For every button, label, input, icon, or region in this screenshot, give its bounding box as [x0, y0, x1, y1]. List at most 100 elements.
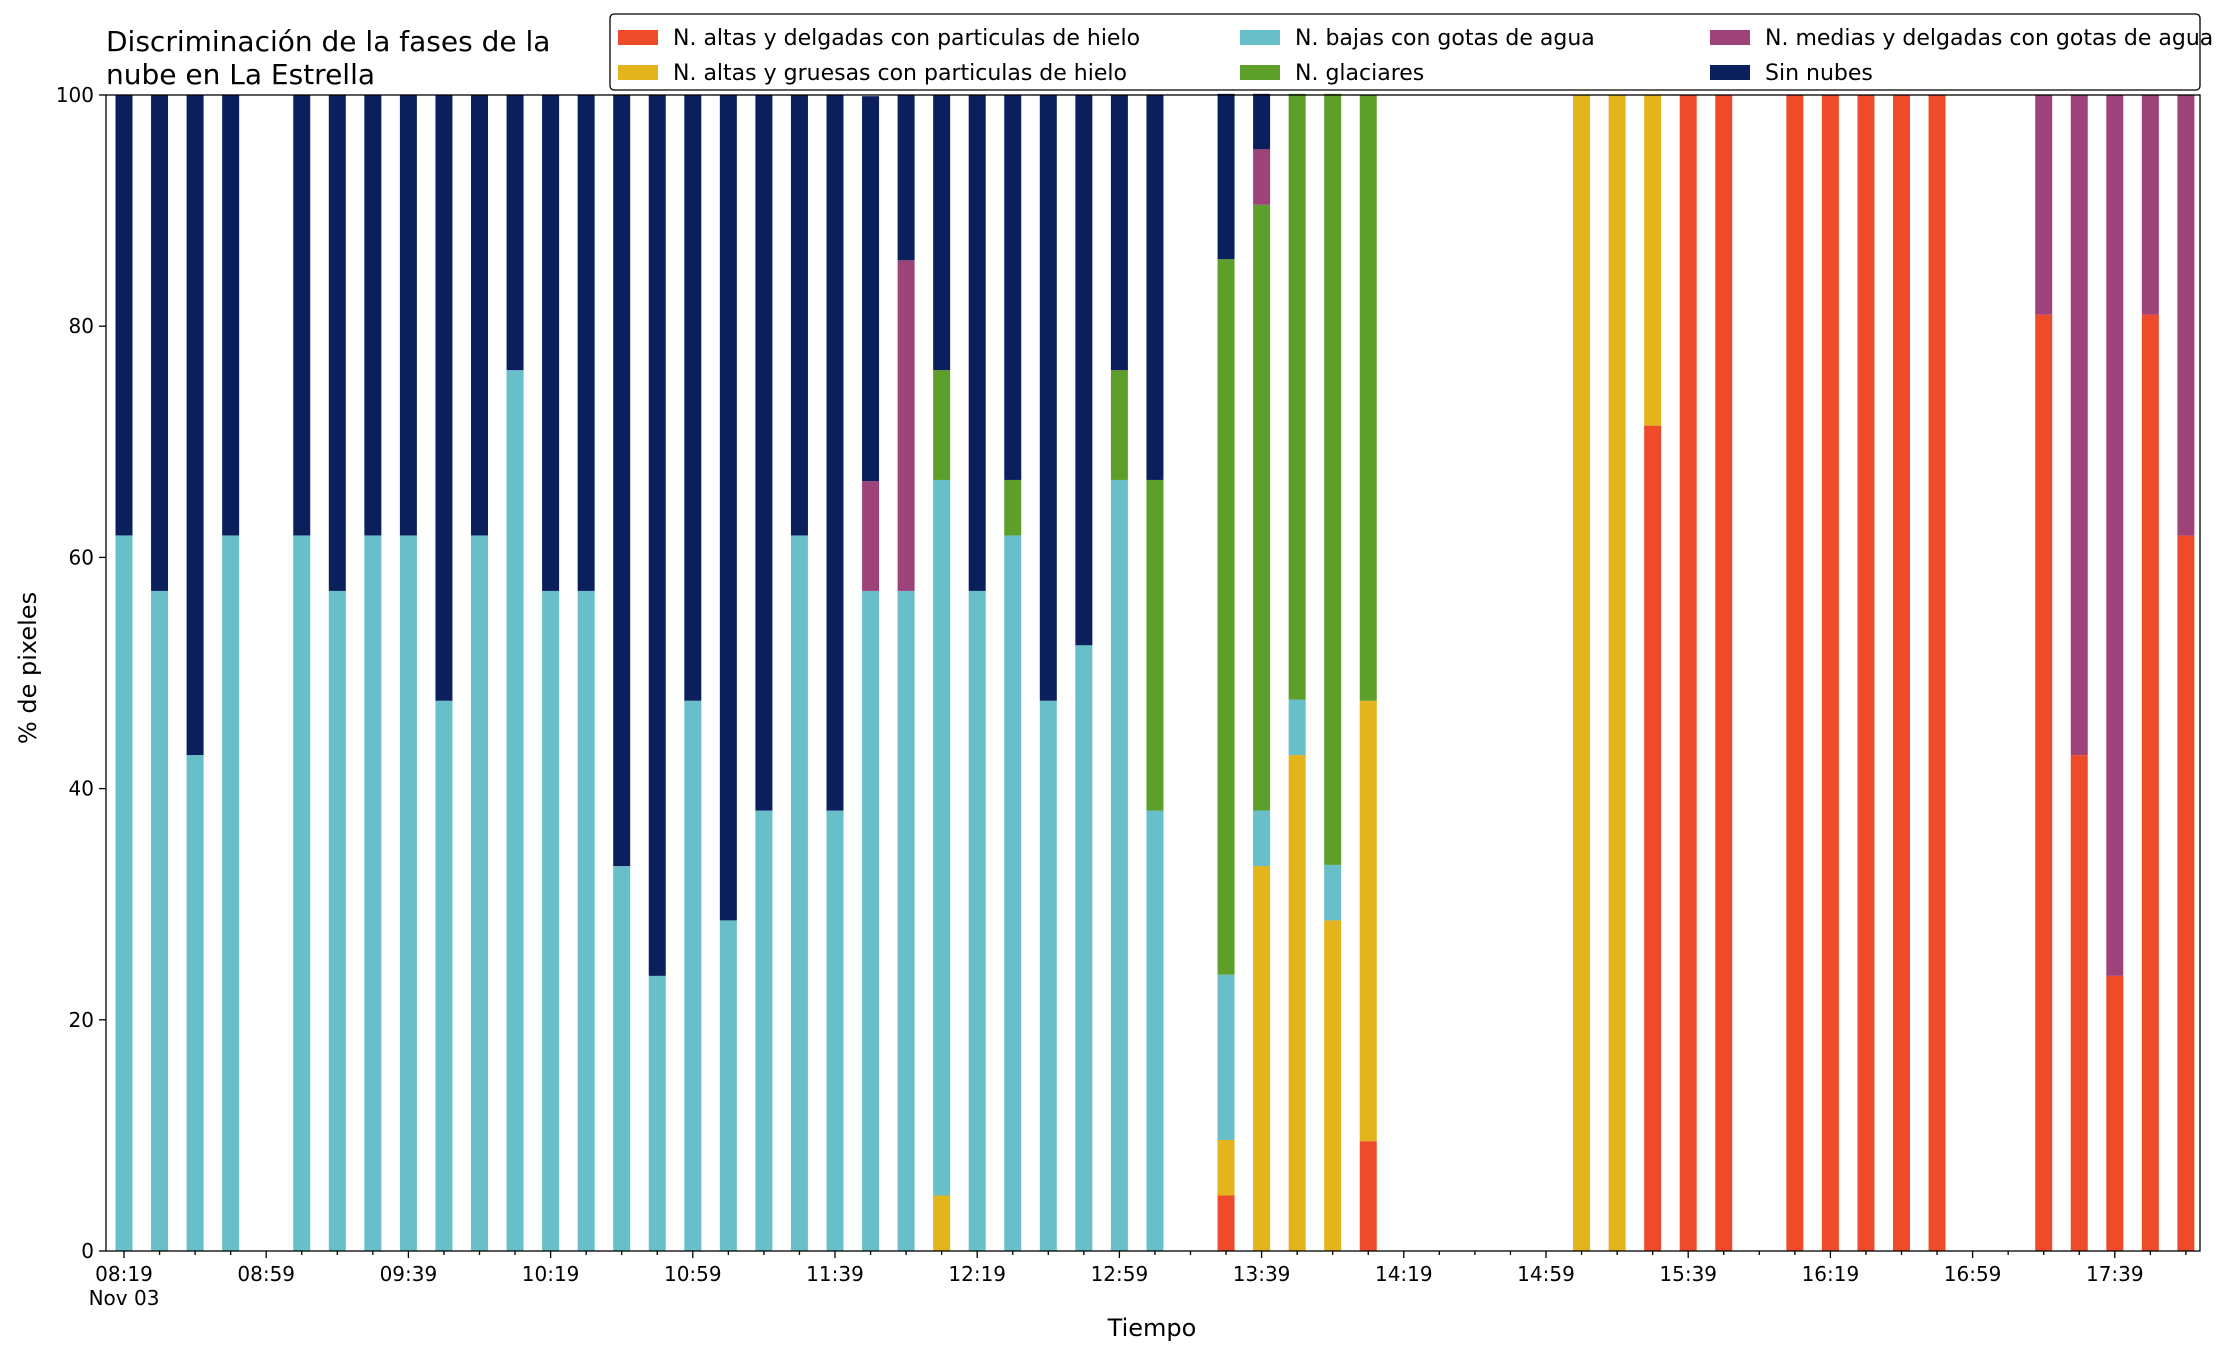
bar-segment-n-medias-y-delgadas-con-gotas-de-agua — [2070, 95, 2088, 756]
bar-segment-n-bajas-con-gotas-de-agua — [293, 535, 311, 1251]
x-tick-label: 12:19 — [948, 1262, 1006, 1286]
legend-label-n-altas-y-delgadas-con-particulas-de-hielo: N. altas y delgadas con particulas de hi… — [673, 26, 1140, 51]
bar-segment-n-medias-y-delgadas-con-gotas-de-agua — [2106, 95, 2124, 976]
bar-segment-n-altas-y-delgadas-con-particulas-de-hielo — [2106, 975, 2124, 1251]
bar-segment-n-glaciares — [1359, 95, 1377, 701]
bar-segment-n-altas-y-delgadas-con-particulas-de-hielo — [1644, 425, 1662, 1251]
bar-segment-sin-nubes — [222, 95, 240, 536]
bar-segment-sin-nubes — [115, 95, 133, 536]
legend-label-n-medias-y-delgadas-con-gotas-de-agua: N. medias y delgadas con gotas de agua — [1765, 26, 2213, 51]
x-tick-label: 09:39 — [380, 1262, 438, 1286]
legend-swatch-sin-nubes — [1710, 65, 1750, 80]
legend-label-n-altas-y-gruesas-con-particulas-de-hielo: N. altas y gruesas con particulas de hie… — [673, 61, 1127, 86]
x-tick-label: 08:59 — [237, 1262, 295, 1286]
bar-segment-n-altas-y-gruesas-con-particulas-de-hielo — [1288, 755, 1306, 1251]
bar-segment-n-altas-y-delgadas-con-particulas-de-hielo — [1679, 95, 1697, 1251]
bar-segment-n-altas-y-delgadas-con-particulas-de-hielo — [1715, 95, 1733, 1251]
bar-segment-sin-nubes — [862, 96, 880, 482]
bar-segment-sin-nubes — [577, 95, 595, 591]
bar-segment-sin-nubes — [364, 95, 382, 536]
legend-swatch-n-glaciares — [1240, 65, 1280, 80]
bar-segment-n-altas-y-gruesas-con-particulas-de-hielo — [1608, 95, 1626, 1251]
bar-segment-sin-nubes — [790, 95, 808, 536]
chart-title-line-1: Discriminación de la fases de la — [106, 25, 550, 58]
bar-segment-sin-nubes — [506, 95, 524, 371]
bar-segment-n-bajas-con-gotas-de-agua — [1146, 810, 1164, 1251]
bar-segment-sin-nubes — [968, 95, 986, 591]
bar-segment-n-bajas-con-gotas-de-agua — [115, 535, 133, 1251]
bar-segment-n-altas-y-gruesas-con-particulas-de-hielo — [933, 1195, 951, 1251]
bar-segment-n-bajas-con-gotas-de-agua — [1217, 974, 1235, 1141]
bar-segment-n-glaciares — [1217, 259, 1235, 975]
y-tick-label: 0 — [81, 1239, 94, 1263]
bars-layer — [115, 93, 2195, 1251]
bar-segment-n-glaciares — [1110, 370, 1128, 480]
bar-segment-n-medias-y-delgadas-con-gotas-de-agua — [897, 260, 915, 591]
y-tick-label: 40 — [69, 777, 94, 801]
bar-segment-n-altas-y-delgadas-con-particulas-de-hielo — [2070, 755, 2088, 1251]
bar-segment-n-glaciares — [1253, 204, 1271, 811]
bar-segment-n-bajas-con-gotas-de-agua — [648, 975, 666, 1251]
bar-segment-sin-nubes — [1004, 95, 1022, 480]
x-tick-label: 16:19 — [1802, 1262, 1860, 1286]
plot-frame — [105, 94, 2201, 1252]
x-tick-label: 14:19 — [1375, 1262, 1433, 1286]
bar-segment-n-altas-y-gruesas-con-particulas-de-hielo — [1253, 866, 1271, 1251]
bar-segment-n-glaciares — [1324, 93, 1342, 865]
bar-segment-n-medias-y-delgadas-con-gotas-de-agua — [2035, 95, 2053, 315]
x-tick-label: 11:39 — [806, 1262, 864, 1286]
legend: N. altas y delgadas con particulas de hi… — [609, 13, 2213, 91]
bar-segment-n-altas-y-delgadas-con-particulas-de-hielo — [1821, 95, 1839, 1251]
bar-segment-sin-nubes — [719, 95, 737, 921]
bar-segment-n-bajas-con-gotas-de-agua — [1039, 700, 1057, 1251]
bar-segment-n-bajas-con-gotas-de-agua — [933, 479, 951, 1196]
y-tick-label: 100 — [56, 83, 94, 107]
bar-segment-n-bajas-con-gotas-de-agua — [968, 590, 986, 1251]
bar-segment-n-medias-y-delgadas-con-gotas-de-agua — [2141, 95, 2159, 315]
bar-segment-n-altas-y-gruesas-con-particulas-de-hielo — [1217, 1140, 1235, 1196]
bar-segment-n-bajas-con-gotas-de-agua — [186, 755, 204, 1251]
bar-segment-n-glaciares — [1146, 479, 1164, 811]
bar-segment-n-bajas-con-gotas-de-agua — [862, 590, 880, 1251]
bar-segment-n-bajas-con-gotas-de-agua — [755, 810, 773, 1251]
bar-segment-n-bajas-con-gotas-de-agua — [542, 590, 560, 1251]
legend-label-sin-nubes: Sin nubes — [1765, 61, 1873, 86]
bar-segment-n-medias-y-delgadas-con-gotas-de-agua — [862, 481, 880, 591]
bar-segment-sin-nubes — [648, 95, 666, 976]
bar-segment-n-altas-y-delgadas-con-particulas-de-hielo — [2141, 314, 2159, 1251]
bar-segment-n-bajas-con-gotas-de-agua — [506, 370, 524, 1251]
bar-segment-sin-nubes — [293, 95, 311, 536]
bar-segment-n-altas-y-gruesas-con-particulas-de-hielo — [1359, 700, 1377, 1142]
bar-segment-n-altas-y-gruesas-con-particulas-de-hielo — [1324, 920, 1342, 1251]
bar-segment-n-bajas-con-gotas-de-agua — [399, 535, 417, 1251]
bar-segment-n-altas-y-delgadas-con-particulas-de-hielo — [2177, 535, 2195, 1251]
legend-label-n-glaciares: N. glaciares — [1295, 61, 1424, 86]
bar-segment-sin-nubes — [684, 95, 702, 701]
bar-segment-n-bajas-con-gotas-de-agua — [897, 590, 915, 1251]
bar-segment-sin-nubes — [826, 95, 844, 811]
bar-segment-sin-nubes — [1110, 95, 1128, 371]
x-tick-label: 17:39 — [2086, 1262, 2144, 1286]
bar-segment-n-bajas-con-gotas-de-agua — [790, 535, 808, 1251]
bar-segment-sin-nubes — [542, 95, 560, 591]
bar-segment-sin-nubes — [1217, 93, 1235, 260]
bar-segment-sin-nubes — [897, 95, 915, 261]
x-axis-label: Tiempo — [1107, 1314, 1197, 1342]
bar-segment-n-altas-y-delgadas-con-particulas-de-hielo — [2035, 314, 2053, 1251]
bar-segment-n-glaciares — [933, 370, 951, 480]
x-tick-label: 10:19 — [522, 1262, 580, 1286]
bar-segment-n-altas-y-gruesas-con-particulas-de-hielo — [1573, 95, 1591, 1251]
bar-segment-n-medias-y-delgadas-con-gotas-de-agua — [2177, 95, 2195, 536]
axes-layer: 0 20 40 60 80 100 08:19 08:59 09:39 10:19 10:59 11:… — [56, 83, 2201, 1310]
bar-segment-n-bajas-con-gotas-de-agua — [719, 920, 737, 1251]
bar-segment-n-bajas-con-gotas-de-agua — [328, 590, 346, 1251]
y-tick-label: 20 — [69, 1008, 94, 1032]
y-tick-label: 60 — [69, 545, 94, 569]
bar-segment-n-bajas-con-gotas-de-agua — [1253, 810, 1271, 867]
bar-segment-n-bajas-con-gotas-de-agua — [471, 535, 488, 1251]
bar-segment-sin-nubes — [1039, 95, 1057, 701]
legend-swatch-n-bajas-con-gotas-de-agua — [1240, 30, 1280, 45]
bar-segment-n-altas-y-delgadas-con-particulas-de-hielo — [1857, 95, 1875, 1251]
bar-segment-sin-nubes — [471, 95, 488, 536]
